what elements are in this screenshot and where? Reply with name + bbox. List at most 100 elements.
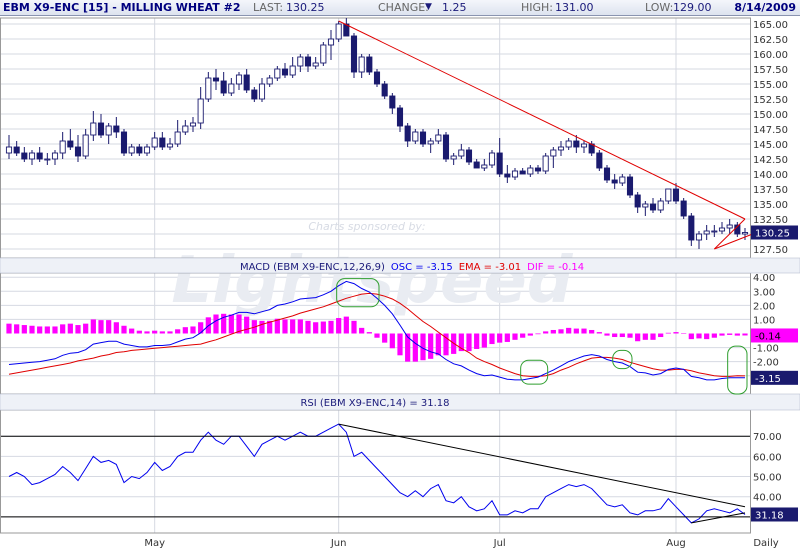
candle-body bbox=[228, 83, 235, 94]
macd-tick-label: 3.00 bbox=[753, 287, 775, 298]
candle-66 bbox=[511, 168, 519, 180]
candle-62 bbox=[481, 159, 488, 171]
rsi-title: RSI (EBM X9-ENC,14) = 31.18 bbox=[300, 398, 449, 409]
macd-hist-bar-27 bbox=[213, 314, 219, 334]
candle-body bbox=[435, 134, 442, 142]
candle-body bbox=[511, 170, 519, 178]
candle-body bbox=[703, 230, 710, 235]
candle-body bbox=[642, 203, 649, 208]
candle-body bbox=[473, 161, 480, 169]
candle-13 bbox=[105, 123, 112, 144]
candle-45 bbox=[350, 33, 358, 78]
candle-91 bbox=[703, 225, 710, 240]
candle-body bbox=[44, 158, 51, 161]
price-tick-label: 150.00 bbox=[753, 110, 788, 121]
macd-hist-bar-67 bbox=[520, 333, 526, 338]
candle-body bbox=[519, 170, 526, 175]
candle-body bbox=[427, 140, 434, 145]
rsi-tick-label: 60.00 bbox=[753, 452, 782, 463]
macd-hist-bar-9 bbox=[75, 325, 81, 334]
macd-hist-bar-89 bbox=[688, 333, 694, 340]
macd-hist-bar-16 bbox=[129, 328, 135, 334]
candle-body bbox=[159, 137, 166, 148]
price-tick-label: 160.00 bbox=[753, 50, 788, 61]
macd-hist-bar-41 bbox=[320, 321, 326, 334]
macd-hist-bar-59 bbox=[458, 333, 464, 352]
macd-hist-bar-39 bbox=[305, 320, 311, 334]
watermark-brand: Lightspeed bbox=[171, 244, 573, 318]
macd-hist-bar-86 bbox=[665, 332, 671, 334]
candle-body bbox=[665, 188, 672, 202]
candle-body bbox=[220, 80, 227, 94]
candle-46 bbox=[358, 54, 365, 78]
macd-hist-bar-54 bbox=[420, 333, 426, 361]
candle-body bbox=[166, 143, 174, 148]
candle-79 bbox=[611, 174, 618, 189]
macd-osc-badge bbox=[751, 370, 798, 385]
candle-93 bbox=[718, 222, 726, 234]
candle-9 bbox=[74, 135, 82, 162]
macd-hist-bar-8 bbox=[67, 323, 73, 334]
low-value: 129.00 bbox=[673, 1, 712, 14]
candle-body bbox=[312, 62, 319, 67]
candle-92 bbox=[711, 225, 718, 237]
candle-67 bbox=[519, 168, 526, 175]
candle-body bbox=[603, 167, 611, 181]
candle-body bbox=[458, 149, 465, 157]
symbol-title: EBM X9-ENC [15] - MILLING WHEAT #2 bbox=[3, 1, 241, 14]
candle-73 bbox=[565, 138, 572, 150]
rsi-trendline-1 bbox=[691, 512, 746, 524]
candle-39 bbox=[304, 54, 312, 72]
macd-hist-bar-66 bbox=[512, 333, 518, 340]
candle-body bbox=[105, 125, 112, 136]
macd-hist-bar-2 bbox=[21, 325, 27, 334]
rsi-last-value: 31.18 bbox=[755, 510, 784, 521]
price-tick-label: 152.50 bbox=[753, 95, 788, 106]
candle-body bbox=[320, 44, 327, 64]
candle-body bbox=[251, 89, 258, 100]
price-tick-label: 140.00 bbox=[753, 170, 788, 181]
candle-49 bbox=[381, 81, 388, 99]
macd-hist-bar-50 bbox=[389, 333, 395, 349]
macd-hist-bar-46 bbox=[359, 327, 365, 334]
price-tick-label: 145.00 bbox=[753, 140, 788, 151]
macd-osc-value: -3.15 bbox=[755, 374, 781, 385]
macd-hist-bar-44 bbox=[343, 316, 349, 334]
rsi-tick-label: 40.00 bbox=[753, 493, 782, 504]
macd-hist-bar-60 bbox=[466, 333, 472, 352]
macd-hist-bar-19 bbox=[152, 330, 158, 334]
candle-body bbox=[741, 232, 749, 235]
candle-body bbox=[327, 38, 335, 46]
candle-body bbox=[13, 146, 20, 154]
price-trendline-0 bbox=[338, 20, 746, 220]
candle-53 bbox=[412, 129, 419, 144]
candle-30 bbox=[235, 72, 243, 90]
macd-hist-bar-12 bbox=[98, 320, 104, 334]
candle-18 bbox=[143, 144, 151, 156]
candle-42 bbox=[327, 30, 335, 60]
panel-title-bar-0 bbox=[0, 257, 800, 274]
candle-body bbox=[120, 131, 128, 154]
candle-60 bbox=[465, 147, 473, 165]
candle-28 bbox=[220, 72, 227, 96]
candle-96 bbox=[741, 228, 749, 240]
candle-body bbox=[197, 98, 204, 124]
candle-body bbox=[626, 176, 634, 196]
macd-hist-bar-79 bbox=[612, 333, 618, 338]
macd-hist-bar-73 bbox=[566, 327, 572, 334]
macd-hist-bar-62 bbox=[481, 333, 487, 348]
candle-body bbox=[657, 200, 664, 211]
macd-hist-bar-90 bbox=[696, 333, 702, 339]
price-tick-label: 157.50 bbox=[753, 65, 788, 76]
macd-hist-bar-33 bbox=[259, 320, 265, 334]
candle-68 bbox=[527, 165, 534, 177]
price-tick-label: 132.50 bbox=[753, 215, 788, 226]
candle-body bbox=[412, 131, 419, 142]
candle-22 bbox=[174, 120, 181, 147]
macd-hist-bar-18 bbox=[144, 331, 150, 334]
candle-body bbox=[726, 224, 733, 229]
candle-70 bbox=[542, 153, 549, 174]
candle-body bbox=[182, 125, 189, 133]
macd-hist-bar-36 bbox=[282, 319, 288, 334]
candle-6 bbox=[51, 150, 59, 165]
